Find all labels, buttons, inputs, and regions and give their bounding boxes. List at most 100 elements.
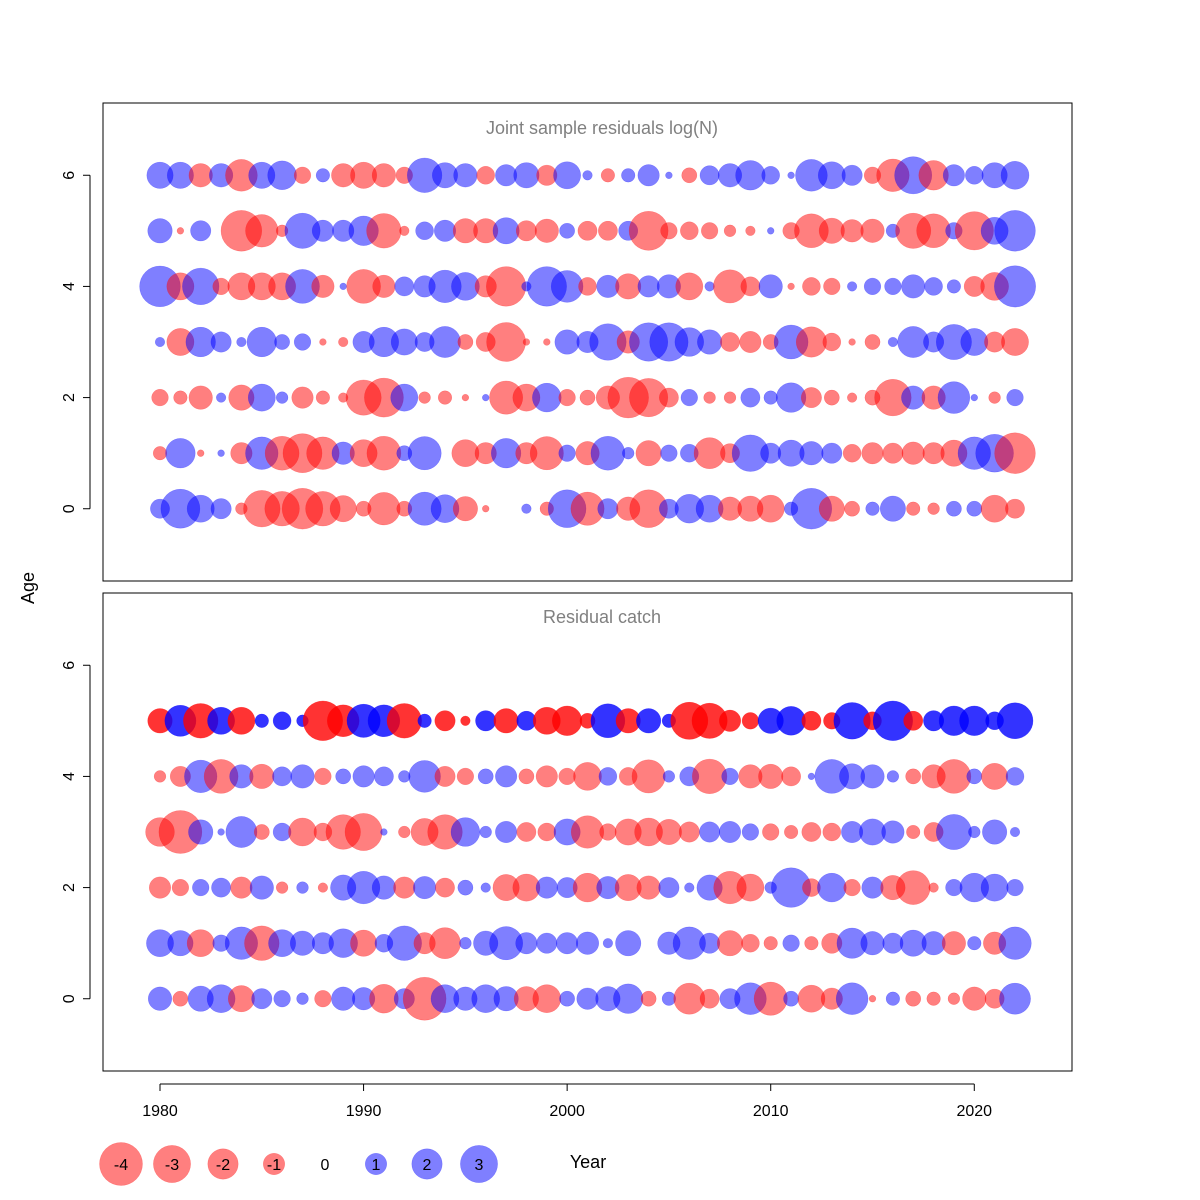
bubble-p0-age3-1992 xyxy=(390,328,418,356)
bubble-p1-age4-2011 xyxy=(781,766,801,787)
y-tick-label-p1-0: 0 xyxy=(61,994,78,1003)
bubble-p0-age2-2000 xyxy=(558,389,576,407)
bubble-p0-age2-2009 xyxy=(740,387,761,408)
bubble-p1-age2-1985 xyxy=(249,875,274,900)
bubble-p1-age0-1986 xyxy=(273,990,291,1008)
bubble-p1-age5-1996 xyxy=(475,710,497,732)
bubble-p0-age0-2002 xyxy=(597,498,619,520)
bubble-p0-age4-1988 xyxy=(311,274,335,298)
bubble-p1-age1-2012 xyxy=(804,936,819,951)
bubble-p0-age6-2020 xyxy=(965,166,984,185)
bubble-p1-age0-1985 xyxy=(251,988,273,1010)
bubble-p1-age2-2006 xyxy=(684,882,695,893)
bubble-p0-age5-1991 xyxy=(366,213,402,249)
bubble-p0-age1-1981 xyxy=(165,438,196,469)
bubble-p1-age2-2022 xyxy=(1006,879,1024,897)
bubble-p1-age1-1987 xyxy=(289,930,316,956)
bubble-p0-age0-2018 xyxy=(927,502,940,515)
bubble-p1-age0-2011 xyxy=(783,990,799,1007)
bubble-p1-age2-2009 xyxy=(736,873,765,902)
bubble-p1-age0-2004 xyxy=(640,990,657,1007)
bubble-p1-age3-1997 xyxy=(495,821,518,843)
bubble-p0-age5-1997 xyxy=(492,217,520,245)
bubble-p0-age1-2016 xyxy=(882,442,904,464)
bubble-p1-age3-1990 xyxy=(344,813,383,851)
bubble-p0-age5-1992 xyxy=(399,225,410,236)
bubble-p1-age3-2008 xyxy=(719,821,741,843)
y-tick-label-p0-2: 2 xyxy=(61,393,78,402)
bubble-p0-age4-1991 xyxy=(372,274,396,298)
bubble-p0-age0-1983 xyxy=(210,498,232,520)
legend-bubble--4 xyxy=(99,1142,143,1186)
bubble-p1-age2-2005 xyxy=(658,877,680,899)
bubble-p0-age1-1980 xyxy=(152,446,168,461)
bubble-p0-age4-2019 xyxy=(946,279,961,294)
bubble-p1-age5-2009 xyxy=(741,712,759,730)
bubble-p0-age6-1987 xyxy=(293,166,312,184)
y-tick-label-p0-4: 4 xyxy=(61,282,78,291)
x-tick-label-2020: 2020 xyxy=(956,1103,992,1120)
bubble-p1-age0-2015 xyxy=(868,995,877,1003)
bubble-p0-age4-2007 xyxy=(704,281,715,292)
bubble-p0-age5-2006 xyxy=(680,221,699,241)
legend-bubble-3 xyxy=(460,1145,498,1183)
bubble-p1-age4-2017 xyxy=(905,768,922,785)
bubble-p0-age2-2019 xyxy=(937,381,971,414)
bubble-p1-age2-1984 xyxy=(230,876,253,899)
bubble-p0-age2-2020 xyxy=(970,393,978,402)
bubble-p0-age3-1995 xyxy=(457,334,474,350)
bubble-p0-age6-2003 xyxy=(621,168,636,183)
bubble-p1-age1-2010 xyxy=(763,936,778,951)
bubble-p1-age3-2009 xyxy=(741,823,759,841)
bubble-p0-age6-2000 xyxy=(553,161,581,190)
panel-frame-top xyxy=(102,102,1073,582)
bubble-p0-age0-2020 xyxy=(966,500,983,517)
bubble-p1-age0-2022 xyxy=(999,982,1031,1015)
bubble-p1-age1-2015 xyxy=(860,931,885,956)
bubble-p0-age6-2010 xyxy=(761,166,780,185)
bubble-p1-age2-1986 xyxy=(275,881,289,894)
bubble-p0-age2-1980 xyxy=(151,389,169,407)
bubble-p0-age5-2015 xyxy=(860,218,885,243)
bubble-p1-age0-1988 xyxy=(314,990,332,1008)
bubble-p1-age3-1995 xyxy=(450,817,481,847)
bubble-p1-age0-2001 xyxy=(576,987,599,1010)
bubble-p1-age3-2011 xyxy=(784,824,799,840)
bubble-p0-age0-2015 xyxy=(865,501,880,516)
bubble-p1-age0-2003 xyxy=(613,983,644,1014)
x-axis-title: Year xyxy=(570,1152,606,1172)
bubble-p1-age2-1996 xyxy=(480,882,491,893)
bubble-p1-age4-1990 xyxy=(352,765,375,788)
bubble-p0-age6-2014 xyxy=(841,164,863,186)
bubble-p1-age3-1998 xyxy=(516,822,537,842)
bubble-p0-age4-2018 xyxy=(924,277,943,296)
bubble-p1-age4-1985 xyxy=(249,763,275,789)
bubble-p1-age3-1999 xyxy=(537,822,557,842)
bubble-p1-age1-2022 xyxy=(998,926,1032,960)
bubble-p0-age1-2012 xyxy=(799,441,824,466)
bubble-p1-age1-1995 xyxy=(459,937,472,950)
bubble-p0-age6-2007 xyxy=(699,165,720,186)
bubble-p1-age3-1992 xyxy=(398,825,411,839)
bubble-p0-age4-2006 xyxy=(675,272,704,301)
bubble-p1-age3-2013 xyxy=(822,822,842,842)
bubble-p1-age4-1989 xyxy=(335,768,352,785)
legend-label--1: -1 xyxy=(267,1157,281,1174)
bubble-p0-age4-1997 xyxy=(486,266,527,307)
bubble-p1-age2-2004 xyxy=(636,875,661,900)
bubble-p0-age4-2009 xyxy=(740,276,761,297)
bubble-p1-age1-1990 xyxy=(350,929,378,957)
bubble-p1-age5-1984 xyxy=(227,706,256,735)
bubble-p0-age6-2013 xyxy=(817,161,846,190)
bubble-p1-age4-2015 xyxy=(860,764,885,789)
bubble-p0-age0-2022 xyxy=(1005,498,1025,519)
bubble-p1-age3-2002 xyxy=(599,823,617,841)
bubble-p0-age4-2012 xyxy=(802,277,821,296)
bubble-p0-age1-2022 xyxy=(994,432,1036,474)
bubble-p0-age5-2022 xyxy=(994,210,1036,252)
bubble-p1-age0-1987 xyxy=(296,992,309,1005)
bubble-p0-age0-1991 xyxy=(367,492,401,526)
bubble-p0-age6-2009 xyxy=(735,160,766,191)
bubble-p0-age2-2007 xyxy=(703,391,716,404)
bubble-p0-age2-1994 xyxy=(437,390,453,405)
